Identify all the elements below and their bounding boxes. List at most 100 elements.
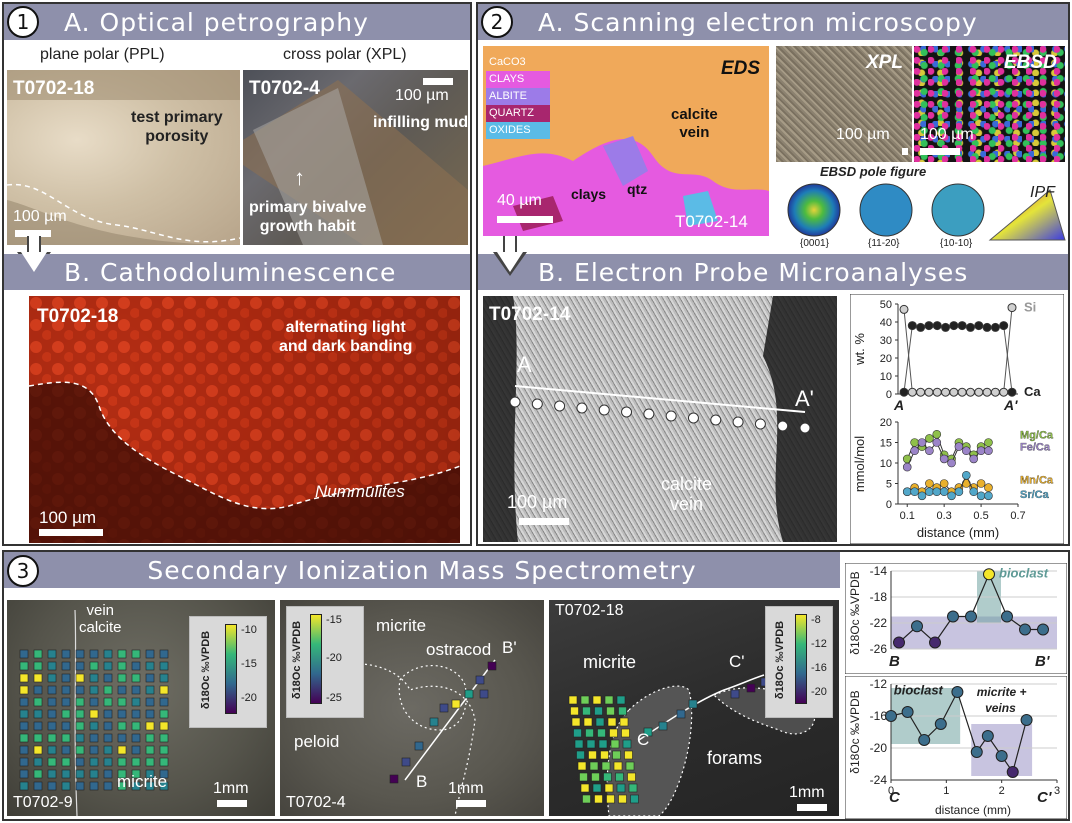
sims-grid-1 bbox=[19, 609, 169, 816]
sims-spot bbox=[89, 721, 99, 731]
data-point bbox=[1007, 303, 1017, 313]
panel-number-2: 2 bbox=[481, 6, 513, 38]
tick-label: -26 bbox=[870, 642, 888, 656]
sims-spot bbox=[582, 706, 591, 716]
sims-spot bbox=[571, 717, 581, 727]
sims1-scale-bar bbox=[217, 800, 247, 807]
data-point bbox=[932, 438, 942, 447]
title-sims: Secondary Ionization Mass Spectrometry bbox=[147, 555, 697, 585]
data-point bbox=[924, 321, 934, 331]
sims-spot bbox=[19, 709, 29, 719]
data-point bbox=[910, 446, 919, 455]
epma-vein-label: calcite vein bbox=[661, 474, 713, 514]
sims-spot bbox=[103, 721, 113, 731]
micrite-label: micrite + bbox=[977, 685, 1027, 699]
ppl-sample-id: T0702-18 bbox=[13, 78, 95, 99]
sims2-tick-1: -20 bbox=[326, 652, 342, 664]
sims-spot bbox=[159, 697, 169, 707]
x-label-end: C' bbox=[1037, 789, 1052, 806]
y-axis-label: δ18Oc ‰VPDB bbox=[848, 571, 862, 654]
series-label: Mn/Ca bbox=[1020, 474, 1054, 486]
epma-point bbox=[554, 400, 566, 412]
sims-spot bbox=[75, 769, 85, 779]
sims-spot bbox=[47, 649, 57, 659]
sims-spot bbox=[89, 685, 99, 695]
x-label-end: A' bbox=[1003, 397, 1018, 413]
sims-spot bbox=[615, 772, 624, 782]
sims-spot bbox=[603, 772, 612, 782]
sims3-tick-0: -8 bbox=[811, 614, 821, 626]
tick-label: 0.3 bbox=[937, 510, 952, 522]
sims-spot bbox=[464, 689, 474, 699]
sims-spot bbox=[606, 706, 615, 716]
tick-label: 3 bbox=[1054, 785, 1060, 797]
series-label: Fe/Ca bbox=[1020, 442, 1051, 454]
sims-spot bbox=[117, 673, 127, 683]
sims-spot bbox=[604, 695, 614, 705]
sims-spot bbox=[61, 649, 71, 659]
tick-label: -16 bbox=[870, 709, 888, 723]
sims-spot bbox=[131, 721, 141, 731]
sims-spot bbox=[61, 769, 71, 779]
arrow-head-2b bbox=[497, 252, 523, 272]
epma-scale-bar bbox=[519, 518, 569, 525]
data-point bbox=[962, 446, 971, 455]
sims-spot bbox=[117, 649, 127, 659]
sims-spot bbox=[47, 721, 57, 731]
sims3-C-prime: C' bbox=[729, 652, 745, 671]
sims-spot bbox=[19, 781, 29, 791]
pole-label-11-20: {11-20} bbox=[868, 238, 900, 249]
sims-grid-3 bbox=[568, 669, 816, 816]
data-point bbox=[969, 487, 978, 496]
ebsd-scale-bar bbox=[920, 148, 960, 155]
data-point bbox=[932, 430, 942, 439]
epma-sample-id: T0702-14 bbox=[489, 304, 571, 325]
sims-spot bbox=[61, 721, 71, 731]
epma-A: A bbox=[517, 352, 532, 377]
sims1-tick-2: -20 bbox=[241, 692, 257, 704]
sims1-cbar-label: δ18Oc ‰VPDB bbox=[200, 630, 213, 710]
eds-legend: CaCO3 CLAYS ALBITE QUARTZ OXIDES bbox=[486, 54, 550, 139]
sims-spot bbox=[624, 750, 633, 760]
sims-spot bbox=[131, 709, 141, 719]
sims-spot bbox=[33, 649, 43, 659]
eds-clays-label: clays bbox=[571, 186, 607, 202]
sims-spot bbox=[131, 685, 141, 695]
data-point bbox=[984, 483, 993, 492]
sims-spot bbox=[117, 697, 127, 707]
sims-spot bbox=[475, 675, 485, 685]
tick-label: 0.1 bbox=[900, 510, 915, 522]
data-point bbox=[949, 321, 959, 331]
tick-label: 2 bbox=[999, 785, 1005, 797]
series-label: Ca bbox=[1024, 384, 1041, 399]
sims-spot bbox=[574, 739, 584, 749]
sims-spot bbox=[103, 673, 113, 683]
tick-label: -12 bbox=[870, 677, 888, 691]
sims-spot bbox=[75, 685, 85, 695]
data-point bbox=[925, 487, 934, 496]
eds-vein-label: calcite vein bbox=[671, 106, 718, 141]
epma-scale-label: 100 µm bbox=[507, 492, 568, 512]
data-point bbox=[910, 487, 919, 496]
sims-spot bbox=[570, 706, 579, 716]
sims-spot bbox=[117, 709, 127, 719]
ppl-annotation: test primary porosity bbox=[131, 109, 223, 145]
series-label: Mg/Ca bbox=[1020, 429, 1054, 441]
sims-spot bbox=[616, 783, 626, 793]
epma-point bbox=[576, 402, 588, 414]
sims-spot bbox=[61, 673, 71, 683]
epma-point bbox=[777, 420, 789, 432]
data-point bbox=[924, 387, 934, 397]
tick-label: -22 bbox=[870, 616, 888, 630]
sims-spot bbox=[117, 733, 127, 743]
banner-sem: A. Scanning electron microscopy bbox=[478, 4, 1068, 40]
eds-scale-bar bbox=[497, 216, 553, 223]
eds-qtz-label: qtz bbox=[627, 181, 648, 197]
banner-optical: A. Optical petrography bbox=[4, 4, 470, 40]
sims-spot bbox=[131, 673, 141, 683]
legend-clays: CLAYS bbox=[486, 71, 550, 88]
sims3-scale-bar bbox=[797, 804, 827, 811]
sims-spot bbox=[131, 757, 141, 767]
sims-spot bbox=[61, 709, 71, 719]
sims-spot bbox=[604, 783, 614, 793]
